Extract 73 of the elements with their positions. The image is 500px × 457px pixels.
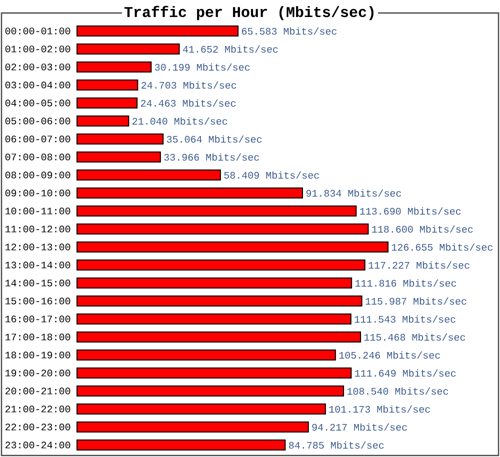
data-label: 111.816 Mbits/sec	[355, 279, 456, 287]
y-tick-label: 23:00-24:00	[5, 442, 70, 448]
bar	[76, 386, 344, 397]
bar	[76, 260, 366, 271]
data-label: 113.690 Mbits/sec	[360, 207, 461, 215]
y-tick-label: 07:00-08:00	[5, 154, 70, 160]
y-tick-label: 11:00-12:00	[6, 226, 70, 232]
y-tick-label: 21:00-22:00	[5, 406, 70, 412]
bar	[76, 278, 352, 289]
y-tick-label: 04:00-05:00	[5, 100, 70, 106]
bar	[76, 440, 286, 451]
y-tick-label: 00:00-01:00	[5, 28, 70, 34]
y-tick-label: 01:00-02:00	[5, 46, 70, 52]
bar	[76, 206, 357, 217]
data-label: 24.463 Mbits/sec	[140, 99, 236, 107]
y-tick-label: 19:00-20:00	[6, 370, 70, 376]
y-tick-label: 22:00-23:00	[5, 424, 70, 430]
bar	[76, 422, 309, 433]
data-label: 117.227 Mbits/sec	[368, 261, 470, 269]
bar	[76, 152, 161, 162]
data-label: 118.600 Mbits/sec	[372, 225, 473, 233]
data-label: 84.785 Mbits/sec	[289, 441, 384, 449]
data-label: 21.040 Mbits/sec	[132, 117, 228, 125]
y-tick-label: 06:00-07:00	[5, 136, 70, 142]
data-label: 91.834 Mbits/sec	[306, 189, 401, 197]
y-tick-label: 05:00-06:00	[5, 118, 70, 124]
data-label: 30.199 Mbits/sec	[154, 63, 250, 71]
y-tick-label: 12:00-13:00	[6, 244, 70, 250]
bar	[76, 368, 352, 379]
y-tick-label: 16:00-17:00	[6, 316, 70, 322]
bar	[76, 350, 336, 361]
data-label: 35.064 Mbits/sec	[166, 135, 262, 143]
y-tick-label: 20:00-21:00	[5, 388, 70, 394]
data-label: 33.966 Mbits/sec	[164, 153, 259, 161]
y-tick-label: 08:00-09:00	[5, 172, 70, 178]
chart-title: Traffic per Hour (Mbits/sec)	[124, 6, 374, 20]
data-label: 111.649 Mbits/sec	[355, 369, 456, 377]
y-tick-label: 09:00-10:00	[5, 190, 70, 196]
data-label: 115.987 Mbits/sec	[366, 297, 466, 305]
data-label: 24.703 Mbits/sec	[142, 81, 236, 89]
y-tick-label: 13:00-14:00	[6, 262, 70, 268]
y-tick-label: 18:00-19:00	[6, 352, 70, 358]
data-label: 126.655 Mbits/sec	[392, 243, 492, 251]
bar	[76, 170, 221, 180]
bar	[76, 404, 326, 415]
data-label: 58.409 Mbits/sec	[224, 171, 319, 179]
y-tick-label: 14:00-15:00	[6, 280, 70, 286]
data-label: 65.583 Mbits/sec	[242, 27, 337, 35]
bar	[76, 296, 362, 307]
y-tick-label: 10:00-11:00	[6, 208, 70, 214]
data-label: 94.217 Mbits/sec	[312, 423, 407, 431]
bar	[76, 314, 352, 325]
y-tick-label: 03:00-04:00	[5, 82, 70, 88]
data-label: 108.540 Mbits/sec	[347, 387, 448, 395]
bar	[76, 116, 130, 126]
data-label: 41.652 Mbits/sec	[182, 45, 278, 53]
y-tick-label: 02:00-03:00	[5, 64, 70, 70]
data-label: 105.246 Mbits/sec	[339, 351, 440, 359]
bar	[76, 98, 138, 108]
bar	[76, 44, 180, 54]
data-label: 101.173 Mbits/sec	[329, 405, 430, 413]
bar	[76, 224, 369, 235]
y-tick-label: 15:00-16:00	[6, 298, 70, 304]
bar	[76, 26, 239, 36]
bar	[76, 80, 138, 90]
bar	[76, 62, 152, 72]
data-label: 111.543 Mbits/sec	[354, 315, 456, 323]
y-tick-label: 17:00-18:00	[6, 334, 70, 340]
bar	[76, 188, 303, 199]
data-label: 115.468 Mbits/sec	[364, 333, 466, 341]
bar	[76, 242, 389, 253]
bar	[76, 332, 362, 343]
bar	[76, 134, 164, 144]
